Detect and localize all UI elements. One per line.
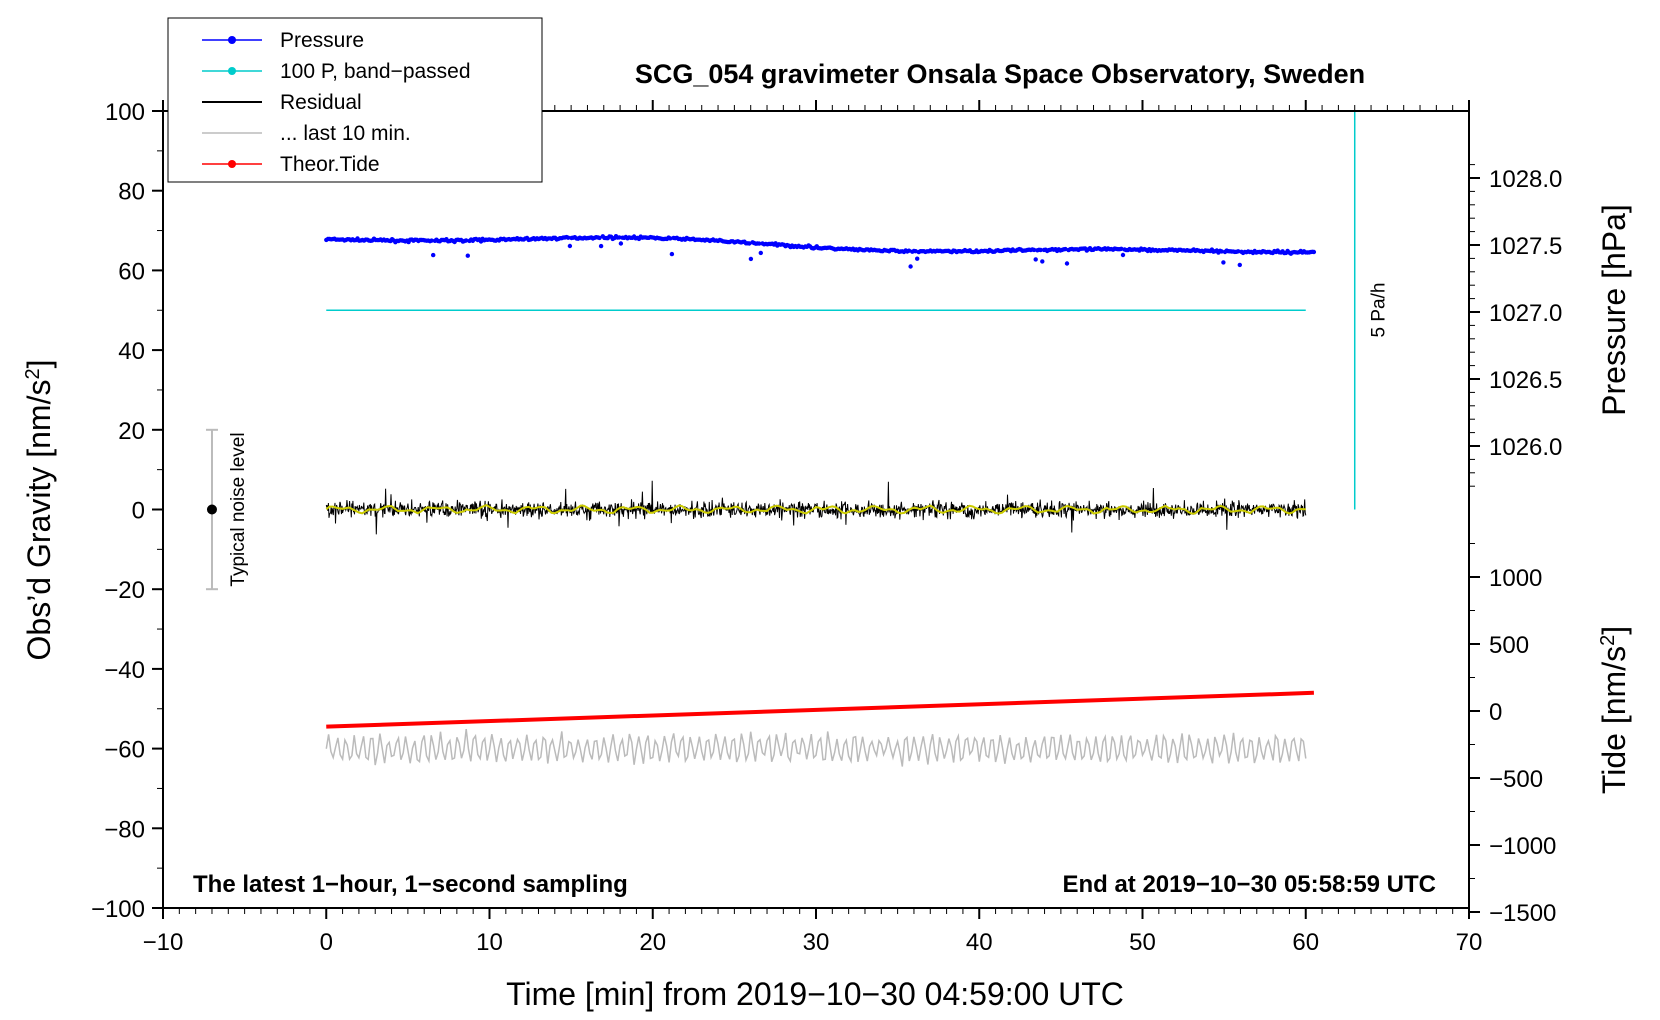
pressure-point: [465, 253, 470, 258]
pressure-point: [598, 243, 604, 249]
pressure-point: [1311, 249, 1317, 255]
pressure-point: [757, 241, 762, 246]
annotation-end-time: End at 2019−10−30 05:58:59 UTC: [1062, 871, 1436, 898]
chart-title: SCG_054 gravimeter Onsala Space Observat…: [635, 59, 1365, 89]
y-tick-label: −100: [91, 896, 145, 923]
pressure-point: [431, 252, 436, 258]
pressure-point: [1120, 252, 1126, 258]
tide-tick-label: −500: [1489, 766, 1543, 793]
x-tick-label: −10: [143, 929, 184, 956]
pressure-tick-label: 1026.5: [1489, 367, 1562, 394]
legend-entry-label: Residual: [280, 91, 362, 114]
legend-marker: [228, 36, 236, 44]
pressure-point: [747, 241, 752, 246]
pressure-point: [429, 238, 434, 243]
pressure-point: [1119, 246, 1124, 251]
x-tick-label: 20: [639, 929, 666, 956]
x-tick-label: 60: [1292, 929, 1319, 956]
pressure-point: [915, 256, 920, 261]
pressure-point: [464, 238, 469, 243]
legend-marker: [228, 67, 236, 75]
y-tick-label: 80: [118, 179, 145, 206]
tide-tick-label: 500: [1489, 632, 1529, 659]
x-tick-label: 70: [1456, 929, 1483, 956]
legend-entry-label: Pressure: [280, 29, 364, 52]
y-tick-label: −80: [104, 816, 145, 843]
pressure-point: [597, 235, 602, 241]
x-tick-label: 30: [803, 929, 830, 956]
data-layer: 5 Pa/h Typical noise level: [205, 111, 1390, 767]
pressure-point: [618, 241, 624, 246]
y-tick-label: −40: [104, 657, 145, 684]
noise-bar-label: Typical noise level: [228, 432, 249, 586]
x-tick-label: 40: [966, 929, 993, 956]
legend: Pressure 100 P, band−passed Residual ... la…: [167, 17, 543, 183]
pressure-point: [567, 243, 573, 249]
residual-smoothed-line: [325, 503, 1306, 515]
legend-box: [167, 17, 543, 183]
pressure-point: [1219, 249, 1224, 254]
ticks-layer: −10 0 10 20 30 40 50 60 70100806040200−20−40−60−…: [91, 99, 1562, 956]
legend-marker: [228, 160, 236, 168]
y-tick-label: −20: [104, 577, 145, 604]
y-tick-label: −60: [104, 737, 145, 764]
annotation-sampling: The latest 1−hour, 1−second sampling: [193, 871, 628, 898]
noise-bar-center: [206, 504, 217, 515]
pressure-point: [1236, 249, 1241, 254]
y-tick-label: 40: [118, 338, 145, 365]
pressure-tick-label: 1027.5: [1489, 233, 1562, 260]
rate-bar-label: 5 Pa/h: [1369, 283, 1390, 338]
x-tick-label: 50: [1129, 929, 1156, 956]
pressure-point: [669, 251, 675, 257]
pressure-tick-label: 1028.0: [1489, 166, 1562, 193]
tide-tick-label: −1000: [1489, 833, 1556, 860]
y-tick-label: 0: [132, 498, 145, 525]
x-tick-label: 0: [320, 929, 333, 956]
pressure-point: [1221, 260, 1226, 265]
y-axis-label-pressure: Pressure [hPa]: [1596, 204, 1632, 416]
pressure-point: [668, 236, 673, 241]
legend-entry-label: 100 P, band−passed: [280, 60, 471, 83]
pressure-point: [566, 235, 571, 240]
pressure-point: [617, 235, 622, 240]
theor-tide-line: [326, 690, 1314, 729]
pressure-tick-label: 1026.0: [1489, 434, 1562, 461]
y-axis-label-tide: Tide [nm/s2]: [1596, 626, 1632, 794]
tide-tick-label: −1500: [1489, 900, 1556, 927]
y-tick-label: 100: [105, 99, 145, 126]
pressure-point: [1033, 257, 1038, 262]
pressure-point: [908, 264, 913, 269]
pressure-point: [1038, 247, 1043, 253]
tide-tick-label: 1000: [1489, 565, 1542, 592]
legend-entry-label: ... last 10 min.: [280, 122, 411, 145]
pressure-point: [906, 248, 912, 253]
pressure-point: [748, 256, 754, 262]
pressure-point: [1064, 261, 1070, 266]
pressure-point: [1031, 247, 1037, 253]
y-tick-label: 20: [118, 418, 145, 445]
x-tick-label: 10: [476, 929, 503, 956]
tide-tick-label: 0: [1489, 699, 1502, 726]
y-axis-label-left: Obs’d Gravity [nm/s2]: [21, 360, 57, 661]
pressure-point: [1040, 259, 1045, 264]
legend-entry-label: Theor.Tide: [280, 153, 380, 176]
pressure-series: [324, 234, 1317, 269]
x-axis-label: Time [min] from 2019−10−30 04:59:00 UTC: [506, 976, 1124, 1012]
pressure-point: [758, 250, 763, 256]
pressure-tick-label: 1027.0: [1489, 300, 1562, 327]
pressure-point: [1237, 262, 1243, 268]
last-10-min-line: [325, 729, 1307, 767]
y-tick-label: 60: [118, 258, 145, 285]
